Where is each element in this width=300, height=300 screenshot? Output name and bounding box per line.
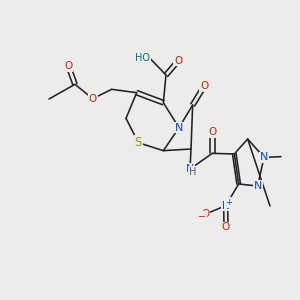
Text: +: + [225, 198, 232, 207]
Text: H: H [189, 167, 196, 177]
Text: O: O [64, 61, 73, 71]
Text: −: − [198, 212, 206, 222]
Text: O: O [200, 81, 208, 91]
Text: N: N [222, 201, 230, 211]
Text: O: O [222, 222, 230, 232]
Text: O: O [88, 94, 97, 104]
Text: S: S [135, 136, 142, 149]
Text: N: N [175, 123, 183, 133]
Text: O: O [208, 127, 217, 137]
Text: N: N [186, 164, 194, 174]
Text: O: O [201, 209, 209, 219]
Text: N: N [260, 152, 268, 162]
Text: HO: HO [135, 53, 150, 63]
Text: N: N [254, 181, 262, 191]
Text: O: O [174, 56, 182, 66]
